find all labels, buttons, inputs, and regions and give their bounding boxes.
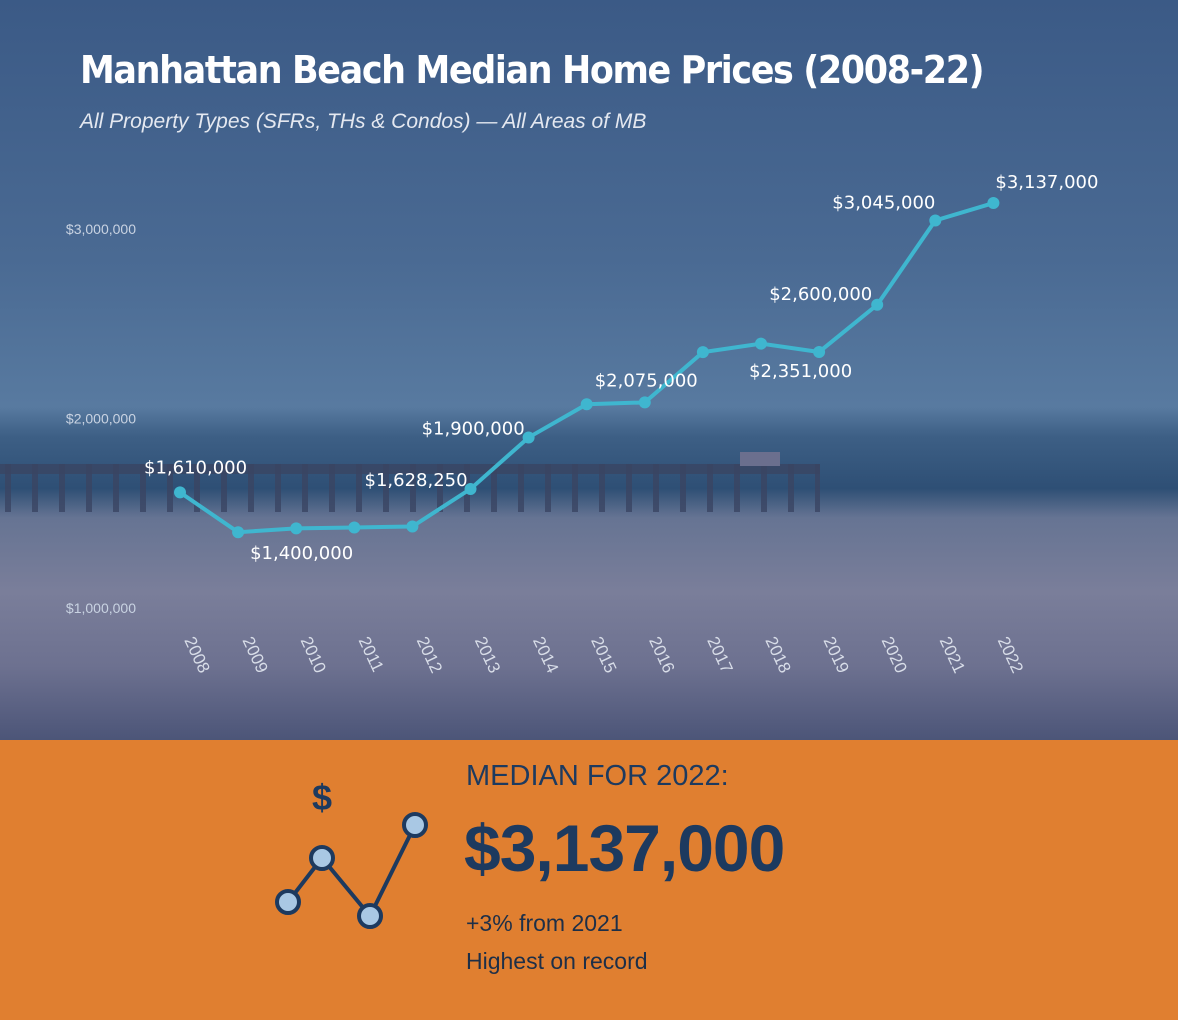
- median-label: MEDIAN FOR 2022:: [466, 760, 729, 792]
- chart-title: Manhattan Beach Median Home Prices (2008…: [80, 48, 985, 92]
- x-tick-label: 2020: [878, 634, 911, 676]
- dollar-trend-line-icon: $: [275, 777, 428, 929]
- data-point: [406, 520, 419, 533]
- x-tick-label: 2017: [703, 634, 736, 676]
- pier-silhouette: [0, 452, 820, 512]
- record-note: Highest on record: [466, 948, 648, 974]
- data-label: $1,400,000: [250, 543, 353, 564]
- x-tick-label: 2018: [761, 634, 794, 676]
- data-point: [174, 486, 186, 499]
- data-label: $1,628,250: [365, 470, 468, 491]
- data-point: [755, 337, 767, 350]
- y-tick-label: $1,000,000: [66, 600, 136, 616]
- change-note: +3% from 2021: [466, 910, 623, 936]
- data-label: $2,351,000: [749, 361, 852, 382]
- data-point: [290, 522, 303, 535]
- chart-subtitle: All Property Types (SFRs, THs & Condos) …: [80, 110, 647, 133]
- data-point: [580, 398, 593, 411]
- y-tick-label: $3,000,000: [66, 221, 136, 237]
- summary-panel: $ MEDIAN FOR 2022: $3,137,000 +3% from 2…: [0, 740, 1178, 1020]
- data-label: $1,900,000: [422, 418, 525, 439]
- data-point: [232, 526, 245, 539]
- x-tick-label: 2009: [238, 634, 271, 676]
- x-tick-label: 2021: [936, 634, 969, 676]
- data-point: [696, 346, 709, 359]
- svg-text:$: $: [312, 777, 332, 818]
- x-tick-label: 2010: [297, 634, 330, 676]
- series-line: [178, 201, 994, 535]
- data-point: [813, 345, 826, 358]
- data-label: $1,610,000: [144, 457, 247, 478]
- x-tick-label: 2008: [180, 634, 213, 676]
- chart-background: [0, 0, 1178, 740]
- x-tick-label: 2013: [471, 634, 504, 676]
- data-point: [638, 396, 651, 409]
- data-point: [987, 197, 1000, 210]
- data-point: [929, 214, 942, 227]
- x-tick-label: 2014: [529, 634, 562, 676]
- data-label: $2,600,000: [769, 284, 872, 305]
- line-chart: $1,000,000 $2,000,000 $3,000,000 2008 2009 20…: [66, 172, 1099, 676]
- data-label: $2,075,000: [595, 370, 698, 391]
- data-label: $3,137,000: [995, 172, 1098, 193]
- y-tick-label: $2,000,000: [66, 411, 136, 427]
- data-point: [348, 521, 361, 534]
- x-tick-label: 2019: [819, 634, 852, 676]
- data-point: [464, 482, 477, 495]
- x-tick-label: 2011: [355, 634, 388, 675]
- x-tick-label: 2012: [413, 634, 446, 676]
- data-label: $3,045,000: [832, 192, 935, 213]
- median-value: $3,137,000: [464, 811, 785, 885]
- x-tick-label: 2022: [994, 634, 1027, 676]
- x-tick-label: 2015: [587, 634, 620, 676]
- data-point: [871, 298, 884, 311]
- x-tick-label: 2016: [645, 634, 678, 676]
- data-point: [522, 431, 535, 444]
